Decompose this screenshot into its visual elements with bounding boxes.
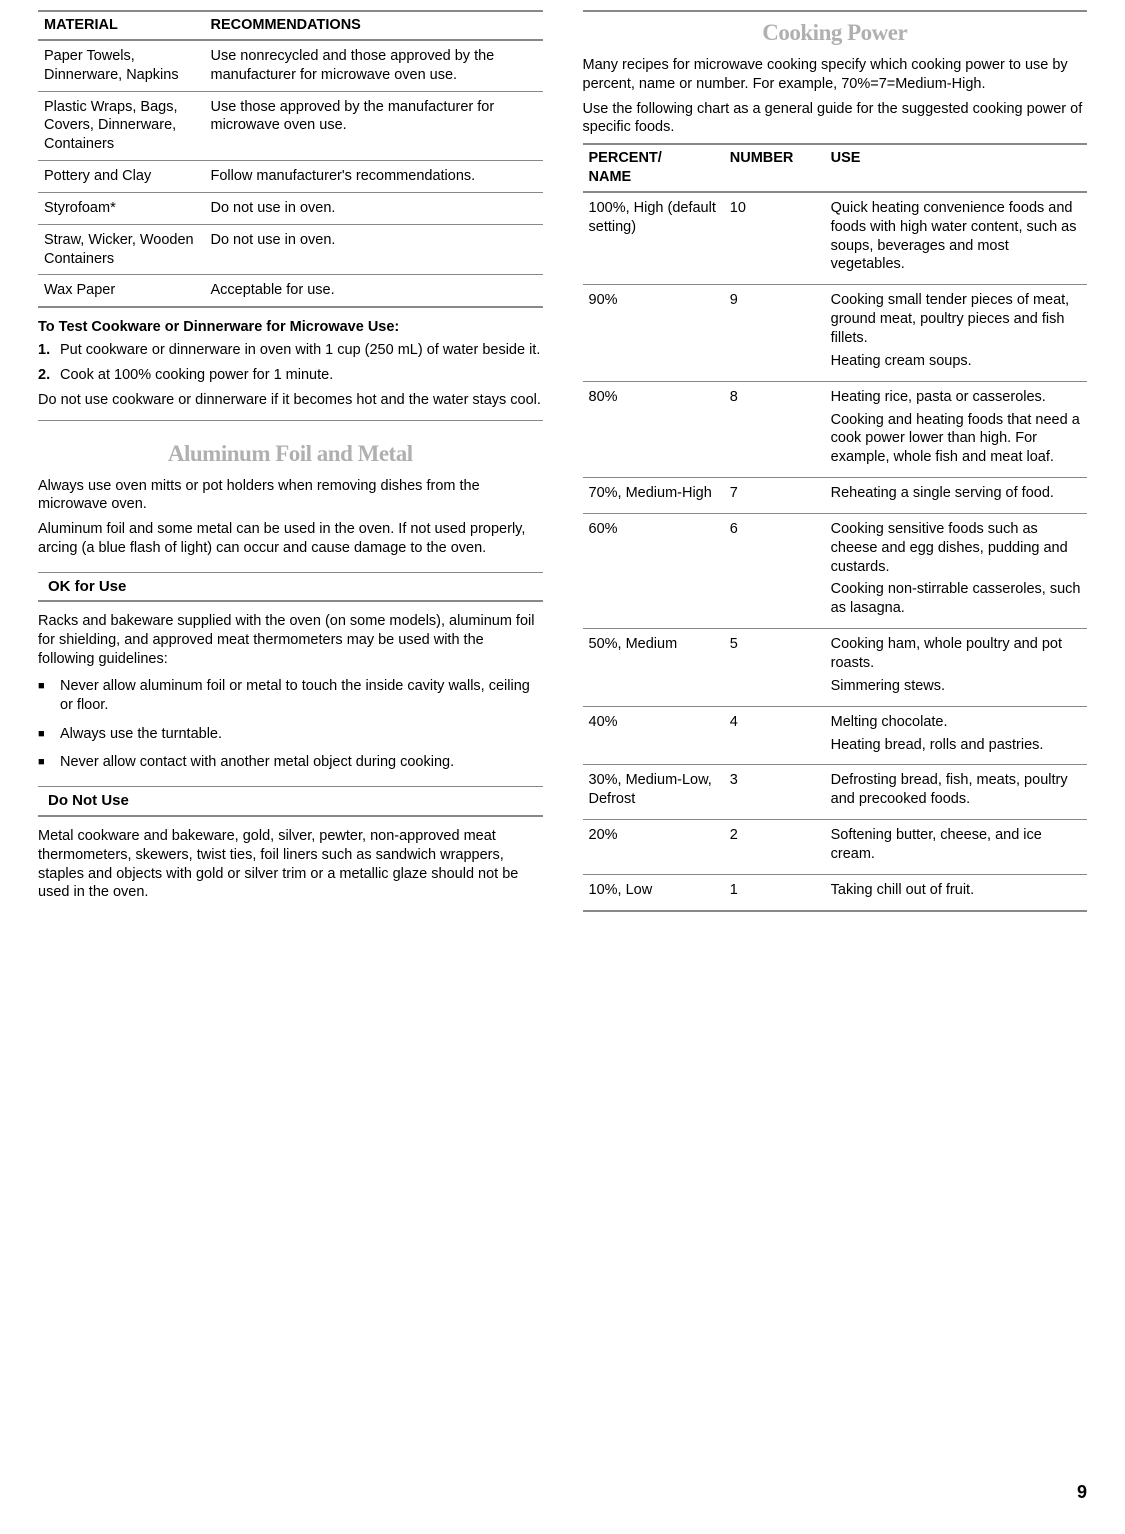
dont-text: Metal cookware and bakeware, gold, silve… [38,827,543,902]
step-text: Put cookware or dinnerware in oven with … [60,341,540,360]
power-cell-num: 6 [724,513,825,628]
power-cell-pct: 60% [583,513,724,628]
materials-cell-rec: Acceptable for use. [204,275,542,307]
materials-cell-rec: Do not use in oven. [204,224,542,275]
power-use-text: Heating rice, pasta or casseroles. [831,388,1081,407]
power-header-pct: PERCENT/ NAME [583,144,724,192]
power-use-text: Quick heating convenience foods and food… [831,199,1081,274]
power-cell-pct: 50%, Medium [583,629,724,707]
power-cell-num: 2 [724,820,825,875]
power-use-text: Melting chocolate. [831,713,1081,732]
power-cell-num: 3 [724,765,825,820]
materials-cell-material: Plastic Wraps, Bags, Covers, Dinnerware,… [38,91,204,161]
bullet-text: Never allow contact with another metal o… [60,753,454,772]
power-cell-num: 9 [724,285,825,381]
test-heading: To Test Cookware or Dinnerware for Micro… [38,318,543,337]
power-p1: Many recipes for microwave cooking speci… [583,56,1088,94]
materials-cell-material: Pottery and Clay [38,161,204,193]
power-cell-use: Taking chill out of fruit. [825,874,1087,910]
power-cell-pct: 20% [583,820,724,875]
power-use-text: Reheating a single serving of food. [831,484,1081,503]
power-cell-num: 1 [724,874,825,910]
power-use-text: Softening butter, cheese, and ice cream. [831,826,1081,864]
square-bullet-icon: ■ [38,677,60,715]
power-cell-num: 7 [724,478,825,514]
materials-cell-material: Styrofoam* [38,192,204,224]
power-cell-pct: 30%, Medium-Low, Defrost [583,765,724,820]
power-cell-use: Cooking ham, whole poultry and pot roast… [825,629,1087,707]
power-cell-num: 4 [724,706,825,765]
right-column: Cooking Power Many recipes for microwave… [583,10,1088,912]
materials-cell-material: Straw, Wicker, Wooden Containers [38,224,204,275]
power-use-text: Heating cream soups. [831,352,1081,371]
bullet-text: Always use the turntable. [60,725,222,744]
power-use-text: Cooking and heating foods that need a co… [831,411,1081,468]
power-table: PERCENT/ NAME NUMBER USE 100%, High (def… [583,143,1088,911]
power-cell-num: 10 [724,192,825,285]
power-cell-use: Cooking small tender pieces of meat, gro… [825,285,1087,381]
power-cell-use: Melting chocolate. Heating bread, rolls a… [825,706,1087,765]
test-note: Do not use cookware or dinnerware if it … [38,391,543,410]
power-cell-pct: 100%, High (default setting) [583,192,724,285]
power-use-text: Cooking sensitive foods such as cheese a… [831,520,1081,577]
square-bullet-icon: ■ [38,753,60,772]
foil-p1: Always use oven mitts or pot holders whe… [38,477,543,515]
power-p2: Use the following chart as a general gui… [583,100,1088,138]
power-use-text: Cooking non-stirrable casseroles, such a… [831,580,1081,618]
step-text: Cook at 100% cooking power for 1 minute. [60,366,333,385]
bullet-text: Never allow aluminum foil or metal to to… [60,677,543,715]
power-cell-use: Quick heating convenience foods and food… [825,192,1087,285]
ok-intro: Racks and bakeware supplied with the ove… [38,612,543,669]
materials-header-material: MATERIAL [38,11,204,40]
materials-cell-rec: Use those approved by the manufacturer f… [204,91,542,161]
power-use-text: Cooking ham, whole poultry and pot roast… [831,635,1081,673]
test-steps-list: 1.Put cookware or dinnerware in oven wit… [38,341,543,385]
left-column: MATERIAL RECOMMENDATIONS Paper Towels, D… [38,10,543,912]
power-cell-use: Cooking sensitive foods such as cheese a… [825,513,1087,628]
materials-cell-rec: Do not use in oven. [204,192,542,224]
materials-cell-rec: Use nonrecycled and those approved by th… [204,40,542,91]
power-cell-use: Softening butter, cheese, and ice cream. [825,820,1087,875]
power-cell-pct: 80% [583,381,724,477]
materials-header-rec: RECOMMENDATIONS [204,11,542,40]
foil-title: Aluminum Foil and Metal [38,439,543,469]
step-number: 1. [38,341,60,360]
power-cell-num: 5 [724,629,825,707]
power-cell-pct: 90% [583,285,724,381]
materials-cell-material: Wax Paper [38,275,204,307]
power-header-num: NUMBER [724,144,825,192]
materials-cell-rec: Follow manufacturer's recommendations. [204,161,542,193]
power-title: Cooking Power [583,18,1088,48]
page-number: 9 [1077,1481,1087,1504]
square-bullet-icon: ■ [38,725,60,744]
power-cell-use: Reheating a single serving of food. [825,478,1087,514]
power-use-text: Heating bread, rolls and pastries. [831,736,1081,755]
materials-table: MATERIAL RECOMMENDATIONS Paper Towels, D… [38,10,543,308]
step-number: 2. [38,366,60,385]
power-header-use: USE [825,144,1087,192]
power-use-text: Taking chill out of fruit. [831,881,1081,900]
power-cell-pct: 70%, Medium-High [583,478,724,514]
power-cell-pct: 10%, Low [583,874,724,910]
power-cell-use: Heating rice, pasta or casseroles. Cookin… [825,381,1087,477]
power-cell-num: 8 [724,381,825,477]
dont-heading: Do Not Use [38,786,543,817]
power-use-text: Defrosting bread, fish, meats, poultry a… [831,771,1081,809]
power-use-text: Simmering stews. [831,677,1081,696]
power-cell-pct: 40% [583,706,724,765]
materials-cell-material: Paper Towels, Dinnerware, Napkins [38,40,204,91]
power-cell-use: Defrosting bread, fish, meats, poultry a… [825,765,1087,820]
power-use-text: Cooking small tender pieces of meat, gro… [831,291,1081,348]
ok-bullets: ■Never allow aluminum foil or metal to t… [38,677,543,772]
foil-p2: Aluminum foil and some metal can be used… [38,520,543,558]
ok-heading: OK for Use [38,572,543,603]
